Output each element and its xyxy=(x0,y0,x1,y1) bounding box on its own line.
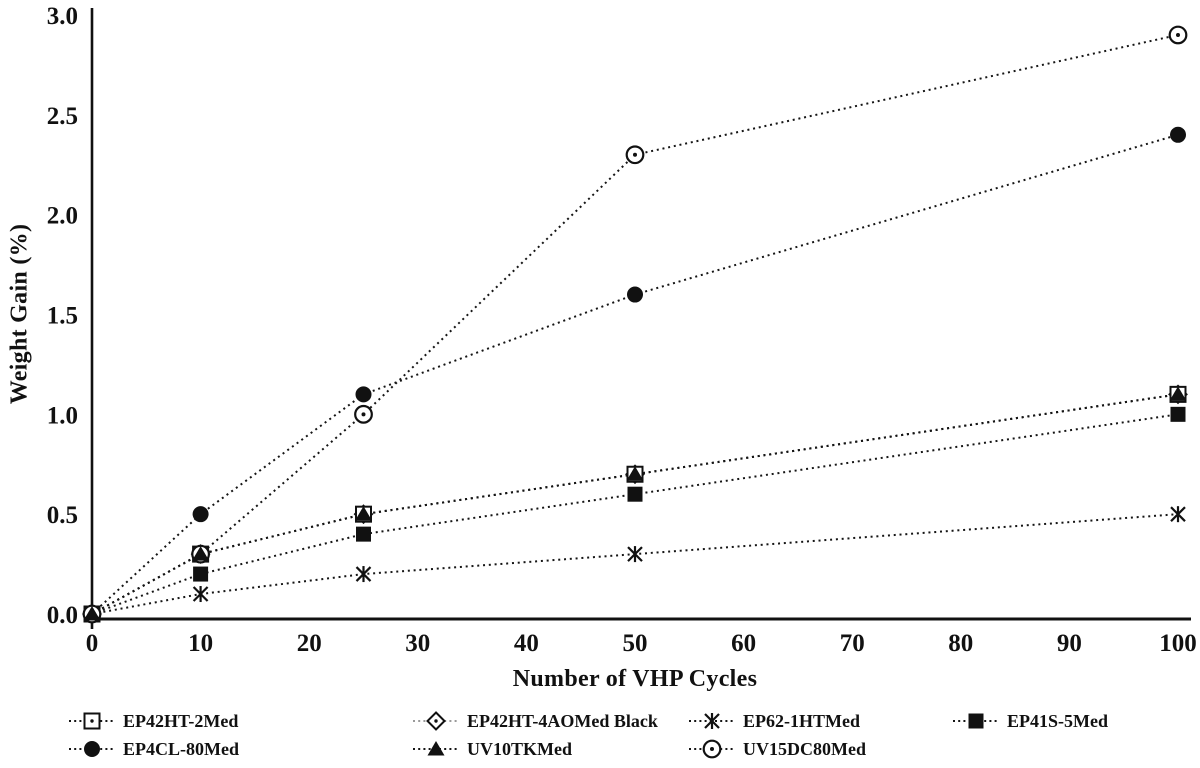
x-tick-label: 70 xyxy=(840,630,865,657)
markers-EP41S-5Med xyxy=(84,406,1186,622)
series-lines xyxy=(91,33,1179,615)
legend-item-UV15DC80Med: UV15DC80Med xyxy=(688,736,952,762)
y-axis-title: Weight Gain (%) xyxy=(6,223,33,405)
line-chart: 0.0 0.5 1.0 1.5 2.0 2.5 3.0 0 10 20 30 40 50 60 70 80 90… xyxy=(47,3,1197,657)
legend-label: EP42HT-2Med xyxy=(123,710,239,731)
x-tick-label: 40 xyxy=(514,630,539,657)
markers-EP62-1HTMed xyxy=(84,506,1186,622)
line-UV15DC80Med xyxy=(91,33,1179,615)
x-tick-label: 90 xyxy=(1057,630,1082,657)
markers-EP42HT-4AOMed Black xyxy=(82,384,1188,624)
legend-label: UV15DC80Med xyxy=(743,738,866,759)
x-tick-label: 20 xyxy=(297,630,322,657)
circle-open-dot-legend-marker-icon xyxy=(689,739,735,759)
legend-item-EP42HT-4AOMed-Black: EP42HT-4AOMed Black xyxy=(412,708,688,734)
square-open-dot-legend-marker-icon xyxy=(69,712,115,730)
x-tick-label: 60 xyxy=(731,630,756,657)
y-tick-label: 0.5 xyxy=(47,502,78,529)
x-tick-label: 0 xyxy=(86,630,99,657)
line-EP42HT-4AOMed Black xyxy=(91,393,1179,615)
triangle-filled-legend-marker-icon xyxy=(413,741,459,756)
legend-label: EP42HT-4AOMed Black xyxy=(467,710,658,731)
line-EP4CL-80Med xyxy=(91,133,1179,615)
legend-item-EP62-1HTMed: EP62-1HTMed xyxy=(688,708,952,734)
markers-UV15DC80Med xyxy=(82,25,1188,624)
y-tick-label: 2.0 xyxy=(47,203,78,230)
line-EP41S-5Med xyxy=(91,413,1179,615)
y-tick-label: 0.0 xyxy=(47,602,78,629)
legend-item-EP42HT-2Med: EP42HT-2Med xyxy=(68,708,412,734)
x-tick-label: 80 xyxy=(948,630,973,657)
y-tick-label: 1.5 xyxy=(47,303,78,330)
line-EP62-1HTMed xyxy=(91,513,1179,615)
x-tick-label: 30 xyxy=(405,630,430,657)
legend-label: EP41S-5Med xyxy=(1007,710,1108,731)
markers-EP42HT-2Med xyxy=(83,385,1187,623)
line-EP42HT-2Med xyxy=(91,393,1179,615)
x-tick-label: 10 xyxy=(188,630,213,657)
line-UV10TKMed xyxy=(91,393,1179,615)
diamond-open-dot-legend-marker-icon xyxy=(413,711,459,731)
legend-label: EP4CL-80Med xyxy=(123,738,239,759)
x-tick-label: 50 xyxy=(623,630,648,657)
chart-legend: EP42HT-2Med EP42HT-4AOMed Black EP62-1HTMe… xyxy=(0,708,1200,762)
legend-item-UV10TKMed: UV10TKMed xyxy=(412,736,688,762)
x-axis-title: Number of VHP Cycles xyxy=(512,666,758,692)
x-tick-label: 100 xyxy=(1159,630,1197,657)
y-tick-label: 3.0 xyxy=(47,3,78,30)
asterisk-legend-marker-icon xyxy=(689,713,735,729)
legend-item-EP41S-5Med: EP41S-5Med xyxy=(952,708,1200,734)
circle-filled-legend-marker-icon xyxy=(69,741,115,757)
square-filled-legend-marker-icon xyxy=(953,713,999,729)
y-tick-label: 1.0 xyxy=(47,402,78,429)
legend-item-EP4CL-80Med: EP4CL-80Med xyxy=(68,736,412,762)
legend-label: UV10TKMed xyxy=(467,738,572,759)
series-markers xyxy=(82,25,1188,624)
markers-UV10TKMed xyxy=(83,386,1187,621)
legend-label: EP62-1HTMed xyxy=(743,710,860,731)
y-tick-label: 2.5 xyxy=(47,103,78,130)
